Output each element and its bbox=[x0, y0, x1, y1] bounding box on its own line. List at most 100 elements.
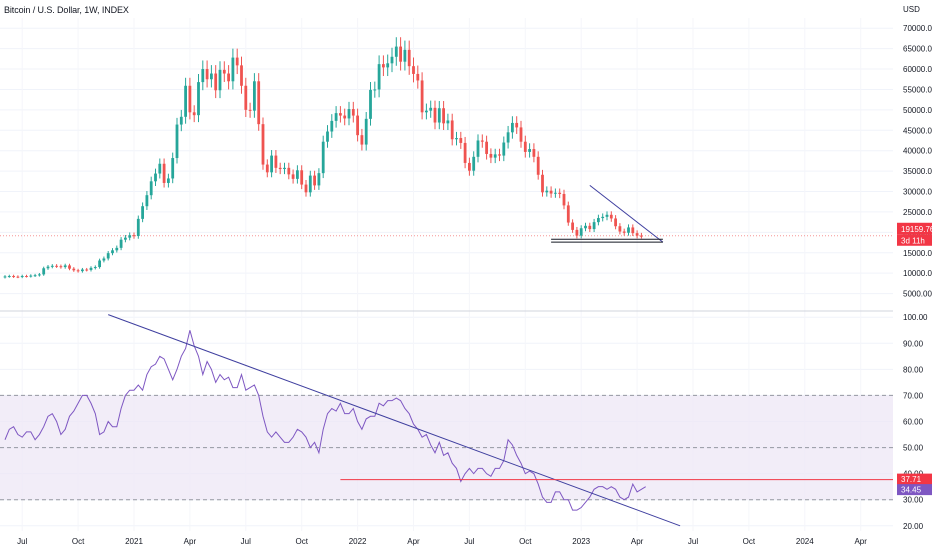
candle-body bbox=[162, 163, 166, 183]
candle-body bbox=[16, 276, 20, 278]
candle-body bbox=[158, 163, 162, 174]
candle-body bbox=[81, 269, 84, 272]
price-tick-label: 15000.00 bbox=[903, 249, 932, 258]
candle-body bbox=[463, 142, 467, 163]
candle-body bbox=[287, 167, 291, 175]
price-drawings[interactable] bbox=[551, 184, 664, 243]
candle-body bbox=[326, 131, 329, 142]
candle-body bbox=[631, 227, 635, 234]
rsi-drawings[interactable] bbox=[108, 314, 893, 527]
candle-body bbox=[102, 258, 106, 261]
candle-body bbox=[407, 49, 411, 67]
candle-body bbox=[579, 228, 583, 236]
candle-body bbox=[141, 206, 144, 219]
candle-body bbox=[511, 122, 514, 133]
time-tick-label: 2022 bbox=[349, 537, 367, 546]
time-tick-label: Oct bbox=[72, 537, 85, 546]
candle-body bbox=[197, 82, 200, 116]
time-tick-label: Jul bbox=[241, 537, 251, 546]
price-tick-label: 70000.00 bbox=[903, 24, 932, 33]
candle-body bbox=[20, 276, 24, 278]
candle-body bbox=[98, 260, 101, 268]
candle-body bbox=[334, 113, 338, 121]
currency-label: USD bbox=[903, 5, 920, 14]
time-tick-label: Jul bbox=[464, 537, 474, 546]
time-tick-label: 2021 bbox=[125, 537, 143, 546]
time-tick-label: Oct bbox=[295, 537, 308, 546]
candle-body bbox=[253, 81, 256, 111]
price-badge-bg bbox=[897, 222, 932, 235]
candle-body bbox=[270, 155, 273, 173]
price-tick-label: 30000.00 bbox=[903, 188, 932, 197]
candle-body bbox=[386, 63, 390, 68]
candle-body bbox=[257, 81, 261, 125]
time-tick-label: Apr bbox=[854, 537, 867, 546]
candle-body bbox=[167, 178, 170, 183]
candle-body bbox=[330, 120, 334, 132]
candle-body bbox=[154, 173, 157, 182]
candle-body bbox=[3, 276, 7, 278]
candle-body bbox=[493, 154, 497, 158]
candle-body bbox=[201, 69, 205, 83]
candle-body bbox=[240, 65, 243, 86]
candle-body bbox=[248, 109, 252, 111]
candle-body bbox=[68, 265, 71, 269]
time-tick-label: Apr bbox=[631, 537, 644, 546]
candle-body bbox=[592, 222, 596, 230]
candle-body bbox=[38, 274, 41, 276]
candle-body bbox=[106, 253, 110, 259]
candle-body bbox=[115, 247, 119, 251]
candle-body bbox=[369, 89, 372, 119]
price-trendline bbox=[589, 184, 664, 243]
candle-body bbox=[498, 154, 501, 156]
rsi-level-badge-bg bbox=[897, 473, 932, 485]
candle-body bbox=[25, 276, 28, 278]
candle-body bbox=[433, 107, 437, 123]
candle-body bbox=[7, 276, 11, 278]
candle-body bbox=[124, 237, 127, 240]
rsi-tick-label: 70.00 bbox=[903, 391, 924, 400]
candle-body bbox=[304, 184, 308, 193]
candle-body bbox=[72, 268, 76, 271]
candle-body bbox=[549, 190, 553, 194]
candle-body bbox=[192, 112, 196, 116]
candle-body bbox=[63, 265, 67, 268]
candle-body bbox=[618, 226, 622, 232]
candle-body bbox=[85, 269, 89, 271]
candle-body bbox=[351, 109, 355, 116]
candle-body bbox=[588, 225, 592, 230]
candle-body bbox=[446, 120, 450, 124]
candle-body bbox=[476, 140, 480, 157]
candle-body bbox=[283, 167, 286, 170]
candle-body bbox=[382, 64, 385, 68]
candle-body bbox=[627, 227, 630, 233]
rsi-tick-label: 30.00 bbox=[903, 496, 924, 505]
rsi-tick-label: 60.00 bbox=[903, 418, 924, 427]
candle-body bbox=[575, 229, 579, 236]
candle-body bbox=[394, 46, 398, 57]
rsi-trendline bbox=[108, 314, 681, 527]
time-axis: Jul Oct 2021 Apr Jul Oct 2022 Apr Jul Oct 2023 Apr J… bbox=[17, 537, 867, 546]
candle-body bbox=[265, 164, 269, 173]
candle-body bbox=[50, 265, 54, 267]
countdown-badge-text: 3d 11h bbox=[901, 236, 925, 245]
candle-body bbox=[111, 250, 114, 254]
candle-body bbox=[59, 266, 63, 268]
candle-body bbox=[412, 66, 415, 74]
price-tick-label: 55000.00 bbox=[903, 85, 932, 94]
chart-title: Bitcoin / U.S. Dollar, 1W, INDEX bbox=[4, 5, 129, 15]
time-tick-label: Apr bbox=[407, 537, 420, 546]
candle-body bbox=[377, 64, 381, 90]
candle-body bbox=[42, 268, 46, 275]
price-tick-label: 10000.00 bbox=[903, 269, 932, 278]
candle-body bbox=[231, 57, 235, 82]
candle-body bbox=[278, 167, 282, 170]
candle-body bbox=[468, 162, 471, 171]
candle-body bbox=[360, 135, 364, 145]
candle-body bbox=[635, 233, 639, 236]
time-tick-label: Oct bbox=[519, 537, 532, 546]
candle-body bbox=[420, 80, 424, 113]
candle-body bbox=[347, 109, 351, 119]
price-tick-label: 50000.00 bbox=[903, 106, 932, 115]
